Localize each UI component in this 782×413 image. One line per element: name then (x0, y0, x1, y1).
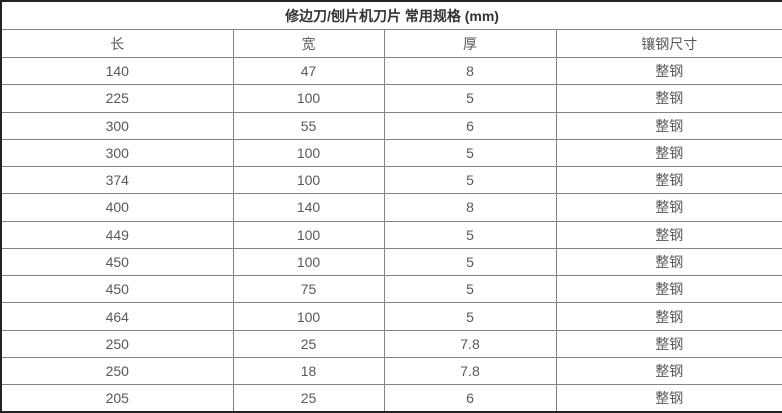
table-cell: 整钢 (555, 329, 782, 358)
table-row: 250 25 7.8 整钢 (0, 329, 782, 358)
table-cell: 100 (232, 138, 385, 168)
table-cell: 100 (232, 247, 385, 277)
table-body: 140 47 8 整钢 225 100 5 整钢 300 55 6 整钢 300 100 5 整钢 374 100… (0, 56, 782, 413)
table-cell: 140 (0, 56, 234, 86)
table-row: 205 25 6 整钢 (0, 384, 782, 413)
table-cell: 6 (383, 384, 557, 413)
table-cell: 整钢 (555, 193, 782, 222)
table-cell: 5 (383, 84, 557, 113)
table-cell: 374 (0, 166, 234, 195)
table-cell: 整钢 (555, 302, 782, 331)
table-row: 464 100 5 整钢 (0, 302, 782, 331)
table-cell: 250 (0, 356, 234, 386)
table-cell: 8 (383, 193, 557, 222)
table-cell: 205 (0, 384, 234, 413)
table-cell: 5 (383, 275, 557, 304)
table-cell: 25 (232, 384, 385, 413)
table-row: 450 100 5 整钢 (0, 247, 782, 277)
table-cell: 464 (0, 302, 234, 331)
table-cell: 300 (0, 111, 234, 140)
table-cell: 100 (232, 84, 385, 113)
table-cell: 8 (383, 56, 557, 86)
table-cell: 250 (0, 329, 234, 358)
table-title-row: 修边刀/刨片机刀片 常用规格 (mm) (0, 0, 782, 30)
table-cell: 300 (0, 138, 234, 168)
table-cell: 7.8 (383, 329, 557, 358)
table-header-row: 长 宽 厚 镶钢尺寸 (0, 29, 782, 58)
table-cell: 整钢 (555, 56, 782, 86)
table-cell: 7.8 (383, 356, 557, 386)
table-title: 修边刀/刨片机刀片 常用规格 (mm) (0, 0, 782, 30)
table-row: 250 18 7.8 整钢 (0, 356, 782, 386)
column-header-width: 宽 (232, 29, 385, 58)
table-cell: 100 (232, 302, 385, 331)
table-cell: 整钢 (555, 166, 782, 195)
table-cell: 整钢 (555, 111, 782, 140)
table-cell: 整钢 (555, 384, 782, 413)
table-cell: 140 (232, 193, 385, 222)
table-cell: 449 (0, 220, 234, 249)
table-cell: 450 (0, 275, 234, 304)
table-cell: 整钢 (555, 247, 782, 277)
table-cell: 75 (232, 275, 385, 304)
table-row: 140 47 8 整钢 (0, 56, 782, 86)
column-header-thickness: 厚 (383, 29, 557, 58)
table-cell: 225 (0, 84, 234, 113)
table-cell: 5 (383, 247, 557, 277)
table-cell: 整钢 (555, 356, 782, 386)
table-cell: 整钢 (555, 275, 782, 304)
table-cell: 5 (383, 166, 557, 195)
table-cell: 整钢 (555, 220, 782, 249)
table-row: 225 100 5 整钢 (0, 84, 782, 113)
table-row: 450 75 5 整钢 (0, 275, 782, 304)
table-cell: 5 (383, 220, 557, 249)
table-cell: 100 (232, 166, 385, 195)
table-cell: 47 (232, 56, 385, 86)
table-cell: 5 (383, 302, 557, 331)
table-cell: 整钢 (555, 84, 782, 113)
table-cell: 55 (232, 111, 385, 140)
table-row: 374 100 5 整钢 (0, 166, 782, 195)
column-header-length: 长 (0, 29, 234, 58)
table-row: 300 100 5 整钢 (0, 138, 782, 168)
table-row: 300 55 6 整钢 (0, 111, 782, 140)
column-header-steel-size: 镶钢尺寸 (555, 29, 782, 58)
table-row: 449 100 5 整钢 (0, 220, 782, 249)
table-cell: 25 (232, 329, 385, 358)
table-cell: 100 (232, 220, 385, 249)
table-row: 400 140 8 整钢 (0, 193, 782, 222)
table-cell: 18 (232, 356, 385, 386)
table-cell: 整钢 (555, 138, 782, 168)
table-cell: 450 (0, 247, 234, 277)
table-cell: 400 (0, 193, 234, 222)
table-cell: 5 (383, 138, 557, 168)
table-cell: 6 (383, 111, 557, 140)
